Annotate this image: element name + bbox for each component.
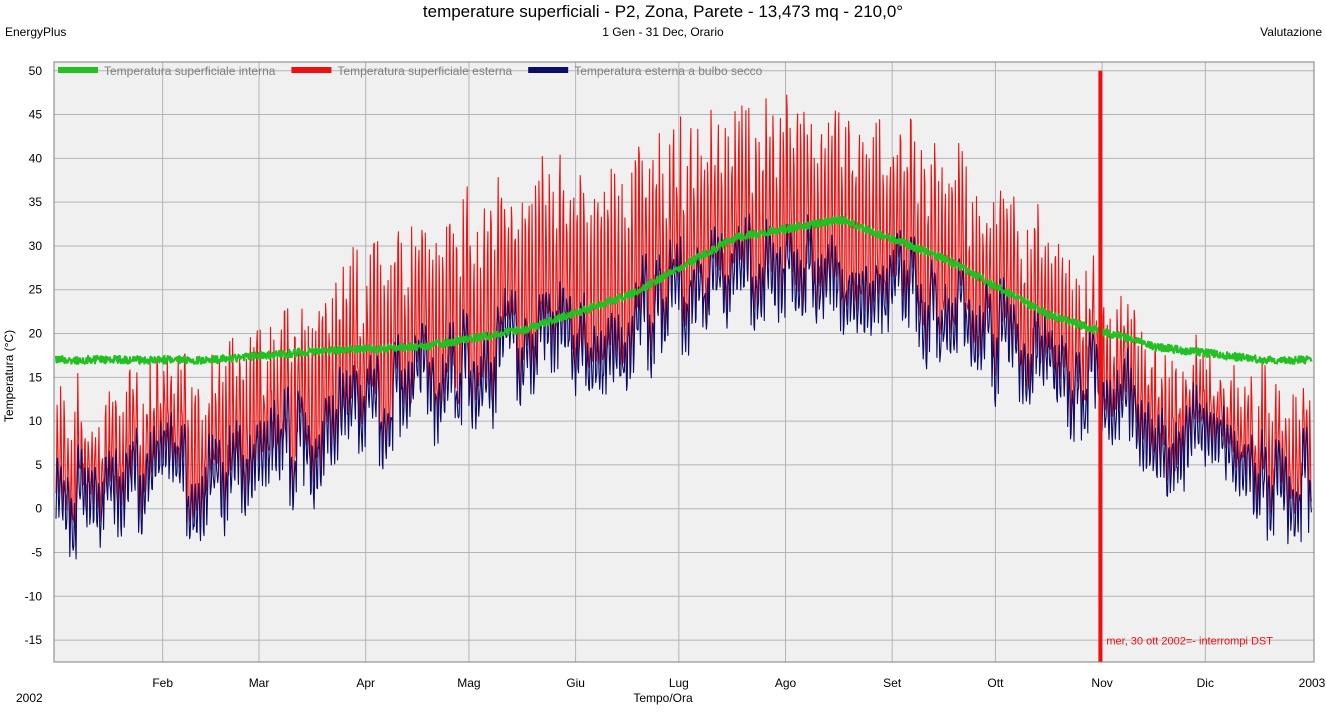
- y-tick-label: 50: [29, 64, 43, 78]
- x-axis-label: Tempo/Ora: [633, 691, 693, 705]
- annotation-text: mer, 30 ott 2002=- interrompi DST: [1106, 635, 1273, 647]
- x-tick-label: Ago: [775, 676, 797, 690]
- y-tick-label: 10: [29, 414, 43, 428]
- x-tick-label: Feb: [152, 676, 173, 690]
- corner-right-label: Valutazione: [1260, 25, 1322, 39]
- legend-label: Temperatura superficiale interna: [104, 64, 276, 78]
- legend-label: Temperatura superficiale esterna: [337, 64, 512, 78]
- y-tick-label: 30: [29, 239, 43, 253]
- x-tick-label: Lug: [669, 676, 689, 690]
- y-tick-label: 40: [29, 151, 43, 165]
- y-tick-label: -5: [31, 546, 42, 560]
- x-tick-label: Mag: [457, 676, 480, 690]
- y-tick-label: 5: [35, 458, 42, 472]
- y-tick-label: 25: [29, 283, 43, 297]
- x-tick-label: Set: [883, 676, 902, 690]
- x-axis-ticks: Feb Mar Apr Mag Giu Lug Ago Set Ott Nov Dic 2003: [152, 676, 1325, 690]
- chart-subtitle: 1 Gen - 31 Dec, Orario: [602, 25, 724, 39]
- year-label: 2002: [16, 691, 43, 705]
- x-tick-label: Ott: [987, 676, 1004, 690]
- chart-title: temperature superficiali - P2, Zona, Par…: [422, 2, 904, 21]
- x-tick-label: Mar: [249, 676, 270, 690]
- legend: Temperatura superficiale interna Temperat…: [58, 64, 763, 78]
- x-tick-label: Dic: [1197, 676, 1214, 690]
- y-tick-label: 20: [29, 327, 43, 341]
- y-tick-label: 15: [29, 370, 43, 384]
- x-tick-label: Nov: [1091, 676, 1112, 690]
- y-tick-label: 35: [29, 195, 43, 209]
- x-tick-label: 2003: [1299, 676, 1326, 690]
- legend-swatch: [528, 67, 569, 73]
- legend-swatch: [58, 67, 98, 73]
- y-tick-label: 45: [29, 108, 43, 122]
- plot-border: [53, 61, 1315, 663]
- y-tick-label: -10: [25, 589, 43, 603]
- x-tick-label: Giu: [566, 676, 585, 690]
- x-tick-label: Apr: [356, 676, 375, 690]
- legend-swatch: [291, 67, 332, 73]
- source-label: EnergyPlus: [5, 25, 67, 39]
- annotations: mer, 30 ott 2002=- interrompi DST: [1098, 70, 1273, 662]
- legend-label: Temperatura esterna a bulbo secco: [574, 64, 762, 78]
- y-tick-label: -15: [25, 633, 43, 647]
- y-tick-label: 0: [35, 502, 42, 516]
